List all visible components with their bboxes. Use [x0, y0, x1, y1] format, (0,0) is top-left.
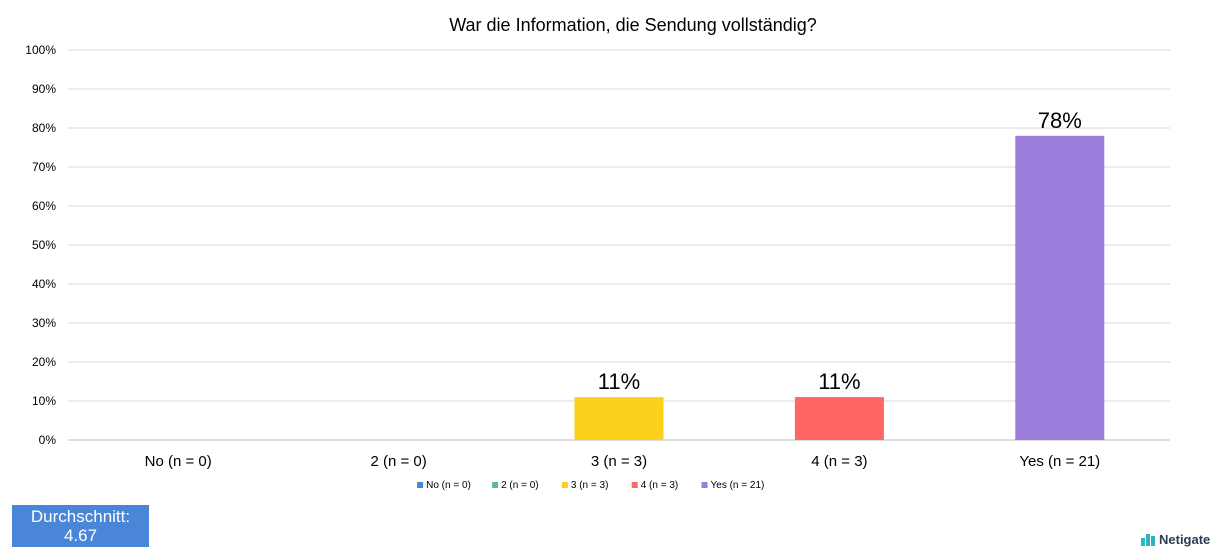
- y-axis-ticks: 0% 10% 20% 30% 40% 50% 60% 70% 80% 90% 100%: [25, 43, 56, 447]
- y-tick-label: 20%: [32, 355, 56, 369]
- bar: [574, 397, 664, 440]
- x-tick-label: 2 (n = 0): [370, 453, 426, 470]
- netigate-logo-icon: [1141, 534, 1155, 546]
- legend-swatch: [631, 482, 638, 488]
- legend-swatch: [701, 482, 708, 488]
- x-tick-label: 3 (n = 3): [591, 453, 647, 470]
- y-tick-label: 30%: [32, 316, 56, 330]
- legend-item: No (n = 0): [417, 480, 471, 491]
- legend-item: 3 (n = 3): [561, 480, 609, 491]
- average-label: Durchschnitt:: [30, 507, 131, 526]
- legend-item: 4 (n = 3): [631, 480, 679, 491]
- legend-item: Yes (n = 21): [701, 480, 765, 491]
- legend-label: 3 (n = 3): [571, 480, 609, 491]
- legend-item: 2 (n = 0): [492, 480, 539, 491]
- y-tick-label: 80%: [32, 121, 56, 135]
- legend-swatch: [561, 482, 568, 488]
- data-label: 11%: [598, 369, 640, 394]
- legend: No (n = 0) 2 (n = 0) 3 (n = 3) 4 (n = 3) Yes…: [417, 480, 764, 491]
- y-tick-label: 40%: [32, 277, 56, 291]
- y-tick-label: 50%: [32, 238, 56, 252]
- chart-title: War die Information, die Sendung vollstä…: [449, 15, 817, 35]
- bar: [794, 397, 884, 440]
- legend-label: 4 (n = 3): [641, 480, 679, 491]
- data-labels: 11% 11% 78%: [598, 108, 1082, 394]
- x-axis-ticks: No (n = 0) 2 (n = 0) 3 (n = 3) 4 (n = 3) Yes…: [145, 453, 1101, 470]
- y-tick-label: 100%: [25, 43, 56, 57]
- x-tick-label: No (n = 0): [145, 453, 212, 470]
- legend-label: Yes (n = 21): [711, 480, 765, 491]
- legend-swatch: [492, 482, 499, 488]
- average-value: 4.67: [63, 526, 98, 545]
- gridlines: [68, 49, 1170, 441]
- legend-label: No (n = 0): [426, 480, 471, 491]
- y-tick-label: 90%: [32, 82, 56, 96]
- y-tick-label: 70%: [32, 160, 56, 174]
- brand-logo: Netigate: [1141, 529, 1210, 549]
- data-label: 78%: [1038, 108, 1082, 133]
- legend-swatch: [417, 482, 424, 488]
- bars: [574, 135, 1105, 441]
- brand-name: Netigate: [1159, 531, 1211, 547]
- data-label: 11%: [818, 369, 860, 394]
- x-tick-label: 4 (n = 3): [811, 453, 867, 470]
- y-tick-label: 0%: [39, 433, 57, 447]
- legend-label: 2 (n = 0): [501, 480, 539, 491]
- x-tick-label: Yes (n = 21): [1019, 453, 1100, 470]
- y-tick-label: 10%: [32, 394, 56, 408]
- y-tick-label: 60%: [32, 199, 56, 213]
- average-box: Durchschnitt: 4.67: [12, 505, 149, 547]
- bar: [1015, 135, 1105, 441]
